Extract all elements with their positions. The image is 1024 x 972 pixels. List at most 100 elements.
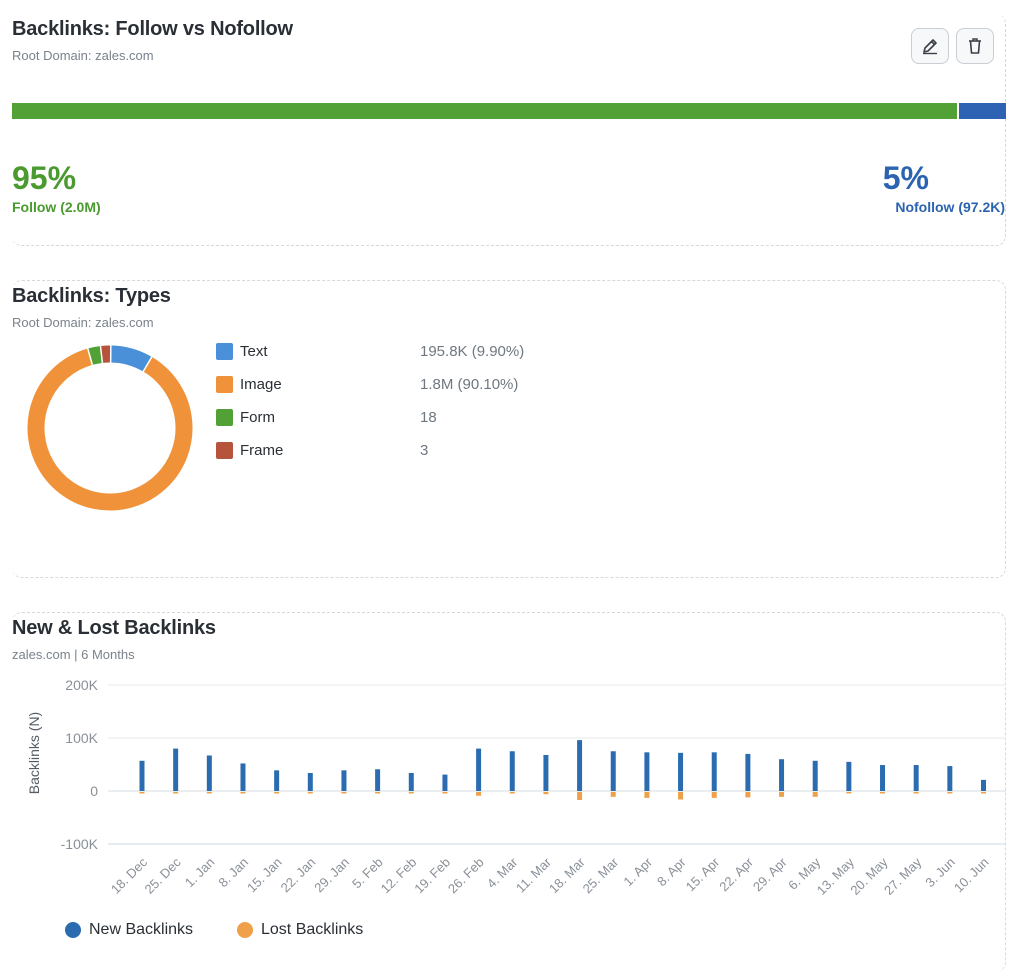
legend-lost-backlinks[interactable]: Lost Backlinks xyxy=(237,921,363,939)
x-tick-label: 29. Apr xyxy=(750,854,790,894)
follow-card-title: Backlinks: Follow vs Nofollow xyxy=(12,18,293,41)
bar-lost-backlinks[interactable] xyxy=(274,792,279,794)
donut-slice-image[interactable] xyxy=(36,357,184,502)
legend-swatch xyxy=(216,376,233,393)
x-tick-label: 19. Feb xyxy=(411,855,453,897)
bar-lost-backlinks[interactable] xyxy=(442,792,447,794)
bar-lost-backlinks[interactable] xyxy=(813,792,818,797)
bar-new-backlinks[interactable] xyxy=(644,752,649,791)
y-tick-label: 0 xyxy=(90,783,98,799)
bar-new-backlinks[interactable] xyxy=(914,765,919,791)
bar-lost-backlinks[interactable] xyxy=(577,792,582,800)
x-tick-label: 15. Apr xyxy=(683,854,723,894)
x-tick-label: 29. Jan xyxy=(311,855,352,896)
types-card-subtitle: Root Domain: zales.com xyxy=(12,315,154,330)
bar-new-backlinks[interactable] xyxy=(274,770,279,791)
bar-new-backlinks[interactable] xyxy=(442,775,447,791)
nofollow-bar-segment xyxy=(959,103,1006,119)
bar-lost-backlinks[interactable] xyxy=(240,792,245,794)
x-tick-label: 25. Mar xyxy=(580,854,622,896)
bar-new-backlinks[interactable] xyxy=(476,749,481,791)
lost-legend-dot xyxy=(237,922,253,938)
bar-new-backlinks[interactable] xyxy=(140,761,145,791)
bar-lost-backlinks[interactable] xyxy=(880,792,885,794)
bar-new-backlinks[interactable] xyxy=(779,759,784,791)
y-tick-label: 200K xyxy=(65,677,98,693)
bar-new-backlinks[interactable] xyxy=(341,770,346,791)
delete-button[interactable] xyxy=(956,28,994,64)
legend-new-backlinks[interactable]: New Backlinks xyxy=(65,921,193,939)
bar-lost-backlinks[interactable] xyxy=(947,792,952,794)
bar-lost-backlinks[interactable] xyxy=(476,792,481,796)
bar-lost-backlinks[interactable] xyxy=(644,792,649,798)
bar-new-backlinks[interactable] xyxy=(678,753,683,791)
bar-new-backlinks[interactable] xyxy=(880,765,885,791)
x-tick-label: 18. Mar xyxy=(546,854,588,896)
bar-new-backlinks[interactable] xyxy=(375,769,380,791)
follow-count-label: Follow (2.0M) xyxy=(12,199,101,215)
bar-lost-backlinks[interactable] xyxy=(914,792,919,794)
pencil-icon xyxy=(920,36,940,56)
x-tick-label: 26. Feb xyxy=(445,855,487,897)
legend-swatch xyxy=(216,442,233,459)
bar-lost-backlinks[interactable] xyxy=(543,792,548,794)
backlink-types-card: Backlinks: Types Root Domain: zales.com … xyxy=(12,280,1006,578)
bar-new-backlinks[interactable] xyxy=(745,754,750,791)
x-tick-label: 27. May xyxy=(881,854,925,898)
bar-lost-backlinks[interactable] xyxy=(745,792,750,797)
bar-lost-backlinks[interactable] xyxy=(846,792,851,794)
bar-lost-backlinks[interactable] xyxy=(510,792,515,794)
bar-lost-backlinks[interactable] xyxy=(140,792,145,794)
follow-percentage: 95% xyxy=(12,160,76,197)
bar-new-backlinks[interactable] xyxy=(947,766,952,791)
bar-lost-backlinks[interactable] xyxy=(173,792,178,794)
bar-new-backlinks[interactable] xyxy=(543,755,548,791)
bar-new-backlinks[interactable] xyxy=(611,751,616,791)
bar-new-backlinks[interactable] xyxy=(846,762,851,791)
bar-new-backlinks[interactable] xyxy=(813,761,818,791)
nofollow-count-label: Nofollow (97.2K) xyxy=(895,199,1005,215)
bar-new-backlinks[interactable] xyxy=(308,773,313,791)
bar-lost-backlinks[interactable] xyxy=(678,792,683,799)
bar-lost-backlinks[interactable] xyxy=(409,792,414,794)
y-axis-label: Backlinks (N) xyxy=(26,712,42,794)
x-tick-label: 22. Apr xyxy=(716,854,756,894)
bar-new-backlinks[interactable] xyxy=(510,751,515,791)
nofollow-percentage: 5% xyxy=(883,160,929,197)
bar-new-backlinks[interactable] xyxy=(409,773,414,791)
bar-new-backlinks[interactable] xyxy=(712,752,717,791)
legend-value: 195.8K (9.90%) xyxy=(420,343,524,360)
legend-swatch xyxy=(216,409,233,426)
bar-new-backlinks[interactable] xyxy=(240,763,245,791)
bar-lost-backlinks[interactable] xyxy=(779,792,784,797)
x-tick-label: 18. Dec xyxy=(108,854,151,897)
x-tick-label: 22. Jan xyxy=(278,855,319,896)
donut-slice-form[interactable] xyxy=(90,354,101,356)
donut-slice-text[interactable] xyxy=(111,354,148,364)
bar-new-backlinks[interactable] xyxy=(577,740,582,791)
edit-button[interactable] xyxy=(911,28,949,64)
x-tick-label: 1. Jan xyxy=(182,855,218,891)
follow-ratio-bar xyxy=(12,103,1006,119)
new-lost-backlinks-card: New & Lost Backlinks zales.com | 6 Month… xyxy=(12,612,1006,972)
bar-lost-backlinks[interactable] xyxy=(207,792,212,794)
bar-lost-backlinks[interactable] xyxy=(611,792,616,797)
y-tick-label: -100K xyxy=(61,836,99,852)
lost-legend-label: Lost Backlinks xyxy=(261,921,363,939)
follow-nofollow-card: Backlinks: Follow vs Nofollow Root Domai… xyxy=(12,14,1006,246)
bar-new-backlinks[interactable] xyxy=(173,749,178,791)
bar-new-backlinks[interactable] xyxy=(981,780,986,791)
x-tick-label: 12. Feb xyxy=(378,855,420,897)
bar-lost-backlinks[interactable] xyxy=(712,792,717,798)
bar-lost-backlinks[interactable] xyxy=(308,792,313,794)
bar-lost-backlinks[interactable] xyxy=(341,792,346,794)
bar-new-backlinks[interactable] xyxy=(207,755,212,791)
follow-card-subtitle: Root Domain: zales.com xyxy=(12,48,154,63)
legend-label: Frame xyxy=(240,442,283,459)
bar-lost-backlinks[interactable] xyxy=(981,792,986,794)
x-tick-label: 15. Jan xyxy=(244,855,285,896)
x-tick-label: 25. Dec xyxy=(141,854,184,897)
bar-lost-backlinks[interactable] xyxy=(375,792,380,794)
legend-swatch xyxy=(216,343,233,360)
